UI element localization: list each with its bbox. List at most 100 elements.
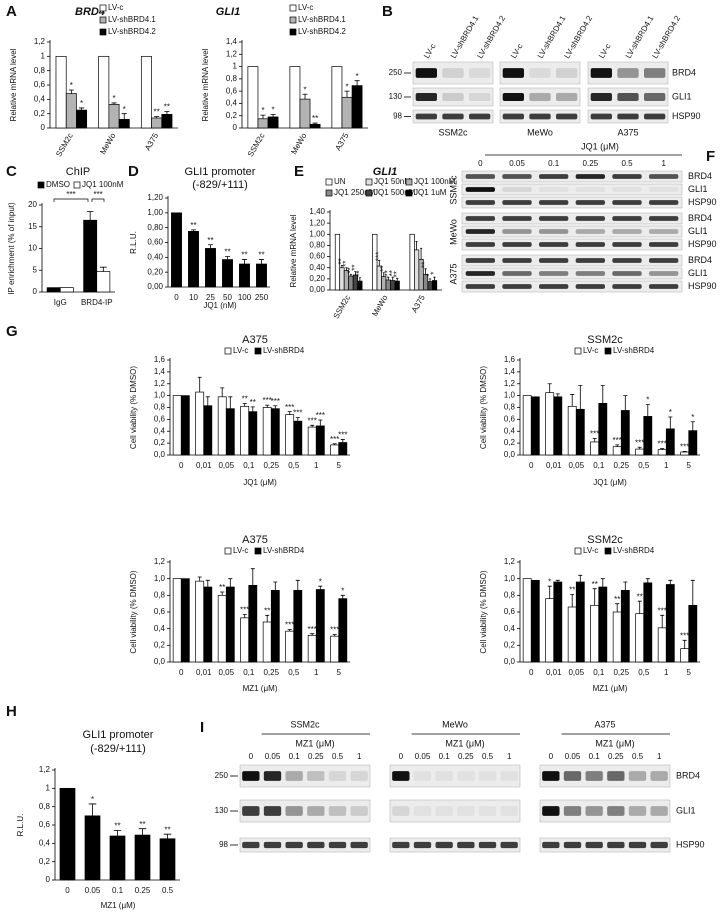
marker-label: 98 xyxy=(219,840,228,849)
blot-band xyxy=(413,841,432,849)
error-bar xyxy=(391,276,394,281)
bar xyxy=(307,634,317,663)
bar xyxy=(338,598,348,663)
x-tick-label: 0,01 xyxy=(546,461,562,470)
blot-frame xyxy=(239,799,371,823)
error-bar xyxy=(228,578,233,587)
x-tick-label: A375 xyxy=(143,131,160,152)
bar xyxy=(530,396,540,456)
significance: * xyxy=(669,408,672,417)
blot-band xyxy=(563,771,582,781)
bar xyxy=(339,267,345,291)
x-tick-label: 0,25 xyxy=(613,461,629,470)
marker-label: 130 xyxy=(389,92,403,101)
legend-swatch xyxy=(99,28,107,36)
blot-frame xyxy=(461,225,683,238)
error-bar xyxy=(637,446,642,450)
blot-band xyxy=(612,216,642,221)
chart-title: BRD4 xyxy=(75,6,105,18)
blot-band xyxy=(502,174,532,179)
y-tick-label: 0,2 xyxy=(504,438,516,447)
error-bar xyxy=(570,594,575,607)
x-tick-label: 0,05 xyxy=(568,668,584,677)
treatment-label: JQ1 (μM) xyxy=(581,141,619,151)
blot-frame xyxy=(389,837,521,853)
x-tick-label: A375 xyxy=(333,131,350,152)
error-bar xyxy=(578,385,583,410)
legend-swatch xyxy=(365,189,373,197)
y-tick-label: 0,8 xyxy=(154,403,166,412)
bar xyxy=(159,838,176,881)
y-tick-label: 0,40 xyxy=(147,252,163,261)
blot-band xyxy=(607,806,625,816)
lane-label: 0.25 xyxy=(608,752,624,761)
error-bar xyxy=(318,419,323,426)
error-bar xyxy=(242,402,247,407)
protein-label: HSP90 xyxy=(676,839,705,849)
blot-band xyxy=(285,771,303,781)
blot-band xyxy=(649,200,679,205)
error-bar xyxy=(592,437,597,442)
legend-label: LV-c xyxy=(583,346,598,355)
x-tick-label: 1 xyxy=(664,668,669,677)
x-axis-label: JQ1 (nM) xyxy=(203,301,237,310)
x-tick-label: 0.5 xyxy=(162,886,174,895)
y-tick-label: 0,8 xyxy=(504,590,516,599)
blot-band xyxy=(457,771,475,781)
legend-label: LV-c xyxy=(233,346,248,355)
y-tick-label: 1,20 xyxy=(309,218,325,227)
blot-band xyxy=(650,841,668,849)
x-tick-label: 0,1 xyxy=(243,461,255,470)
blot-band xyxy=(263,806,282,816)
bar xyxy=(665,584,675,663)
bar xyxy=(567,405,577,456)
blot-band xyxy=(465,284,495,289)
bracket xyxy=(91,198,105,202)
bar xyxy=(59,287,74,293)
x-tick-label: 0,25 xyxy=(613,668,629,677)
significance: *** xyxy=(330,626,339,635)
x-tick-label: 0 xyxy=(529,668,534,677)
blot-band xyxy=(650,806,668,816)
blot-band xyxy=(442,93,464,101)
bar xyxy=(270,408,280,456)
bar xyxy=(248,584,258,663)
blot-band xyxy=(628,841,647,849)
error-bar xyxy=(660,448,665,450)
y-tick-label: 0,8 xyxy=(504,403,516,412)
error-bar xyxy=(555,579,560,582)
blot-band xyxy=(612,242,642,247)
treatment-label: MZ1 (μM) xyxy=(445,738,484,748)
blot-band xyxy=(617,93,639,101)
y-tick-label: 1,2 xyxy=(154,557,166,566)
blot-band xyxy=(539,174,569,179)
y-tick-label: 0,4 xyxy=(154,426,166,435)
blot-band xyxy=(649,187,679,192)
x-tick-label: 0,01 xyxy=(196,461,212,470)
x-tick-label: 0,01 xyxy=(196,668,212,677)
error-bar xyxy=(163,833,172,839)
significance: ** xyxy=(392,271,401,277)
lane-label: LV-shBRD4.2 xyxy=(562,14,594,60)
chart-title: GLI1 promoter xyxy=(185,166,256,178)
error-bar xyxy=(88,803,97,816)
legend-label: LV-c xyxy=(298,3,313,12)
blot-band xyxy=(307,806,325,816)
blot-band xyxy=(539,200,569,205)
bar xyxy=(293,420,303,456)
legend-label: LV-shBRD4 xyxy=(613,546,655,555)
significance: ** xyxy=(241,251,247,260)
y-tick-label: 1,4 xyxy=(504,367,516,376)
x-tick-label: 0,05 xyxy=(218,668,234,677)
blot-band xyxy=(539,258,569,263)
significance: *** xyxy=(308,416,317,425)
lane-label: 0 xyxy=(249,752,254,761)
y-tick-label: 1,2 xyxy=(504,557,516,566)
error-bar xyxy=(228,396,233,409)
error-bar xyxy=(340,439,345,443)
legend-label: LV-c xyxy=(583,546,598,555)
error-bar xyxy=(260,114,266,119)
lane-label: 0 xyxy=(399,752,404,761)
error-bar xyxy=(637,600,642,614)
error-bar xyxy=(645,404,650,417)
